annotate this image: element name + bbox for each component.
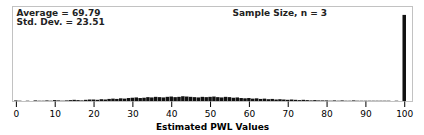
- svg-text:Sample Size, n = 3: Sample Size, n = 3: [233, 8, 328, 18]
- svg-text:70: 70: [283, 109, 295, 119]
- svg-text:80: 80: [321, 109, 333, 119]
- svg-text:20: 20: [88, 109, 100, 119]
- svg-text:10: 10: [49, 109, 61, 119]
- svg-text:Estimated PWL Values: Estimated PWL Values: [156, 122, 269, 132]
- svg-text:30: 30: [127, 109, 139, 119]
- svg-text:0: 0: [14, 109, 20, 119]
- svg-text:90: 90: [360, 109, 372, 119]
- svg-text:40: 40: [166, 109, 178, 119]
- svg-text:60: 60: [244, 109, 256, 119]
- svg-text:Average = 69.79Std. Dev. = 23.: Average = 69.79Std. Dev. = 23.51: [17, 8, 105, 27]
- svg-text:100: 100: [396, 109, 413, 119]
- svg-text:50: 50: [205, 109, 217, 119]
